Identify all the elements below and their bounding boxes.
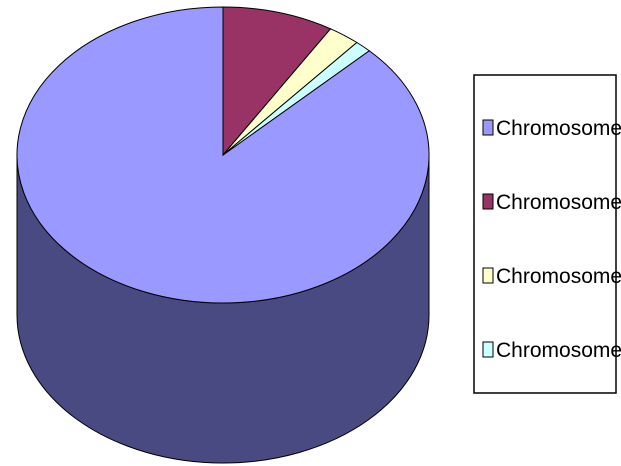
legend-label-chromosome-2: Chromosome 2 [496, 191, 621, 214]
pie-slice-4 [222, 41, 371, 156]
legend-label-chromosome-3: Chromosome 3 [496, 265, 621, 288]
pie-slice-2 [222, 6, 332, 157]
legend-swatch-chromosome-3 [482, 267, 494, 284]
legend-swatch-chromosome-1 [482, 119, 494, 136]
legend-swatch-chromosome-4 [482, 341, 494, 358]
pie-plot-area [16, 6, 430, 464]
chart-legend: Chromosome 1 Chromosome 2 Chromosome 3 C… [473, 74, 621, 394]
legend-frame [473, 74, 617, 394]
legend-label-chromosome-4: Chromosome 4 [496, 339, 621, 362]
legend-label-chromosome-1: Chromosome 1 [496, 117, 621, 140]
legend-swatch-chromosome-2 [482, 193, 494, 210]
